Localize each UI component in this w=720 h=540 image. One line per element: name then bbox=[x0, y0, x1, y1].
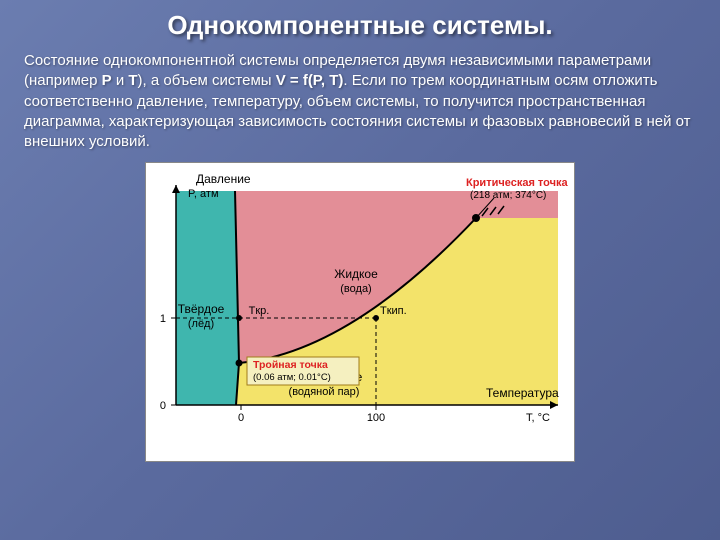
svg-text:0: 0 bbox=[160, 400, 166, 412]
svg-text:Tкип.: Tкип. bbox=[380, 305, 407, 317]
x-sub: T, °C bbox=[526, 412, 550, 424]
svg-text:(водяной пар): (водяной пар) bbox=[289, 386, 360, 398]
slide: Однокомпонентные системы. Состояние одно… bbox=[0, 0, 720, 540]
label-liquid: Жидкое bbox=[334, 267, 378, 281]
x-title: Температура bbox=[486, 386, 559, 400]
label-solid: Твёрдое bbox=[178, 302, 225, 316]
chart-svg: 0 100 0 1 Давление P, атм Температура T, °C Твёр… bbox=[146, 163, 576, 463]
svg-text:(вода): (вода) bbox=[340, 283, 371, 295]
svg-text:0: 0 bbox=[238, 412, 244, 424]
y-sub: P, атм bbox=[188, 188, 219, 200]
phase-diagram: 0 100 0 1 Давление P, атм Температура T, °C Твёр… bbox=[145, 162, 575, 462]
y-title: Давление bbox=[196, 172, 251, 186]
svg-text:(218 атм; 374°C): (218 атм; 374°C) bbox=[470, 190, 546, 201]
svg-text:(лёд): (лёд) bbox=[188, 318, 214, 330]
slide-title: Однокомпонентные системы. bbox=[20, 10, 700, 41]
svg-text:Критическая точка: Критическая точка bbox=[466, 177, 568, 189]
svg-text:1: 1 bbox=[160, 313, 166, 325]
svg-text:Тройная точка: Тройная точка bbox=[253, 359, 328, 371]
svg-text:(0.06 атм; 0.01°C): (0.06 атм; 0.01°C) bbox=[253, 372, 331, 383]
region-solid bbox=[176, 191, 239, 405]
slide-body: Состояние однокомпонентной системы опред… bbox=[20, 51, 700, 158]
svg-text:100: 100 bbox=[367, 412, 385, 424]
triple-point bbox=[236, 360, 243, 367]
svg-text:Tкр.: Tкр. bbox=[249, 305, 270, 317]
